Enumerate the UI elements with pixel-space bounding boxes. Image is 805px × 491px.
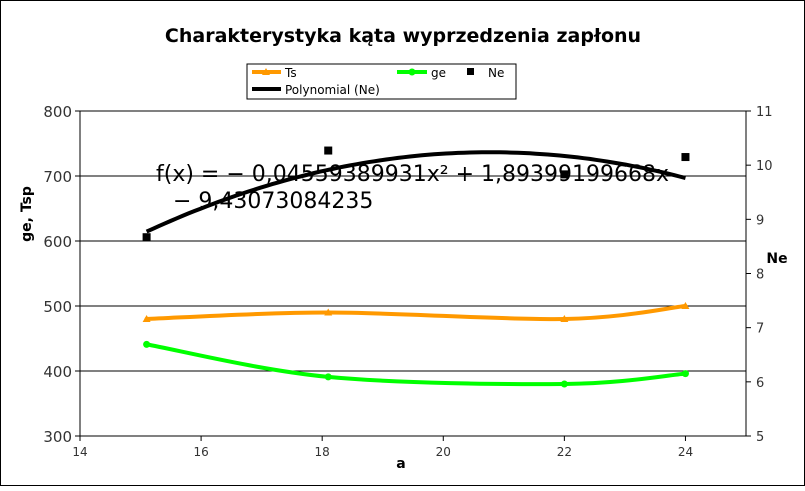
ge-point: [143, 340, 151, 348]
ne-point: [142, 233, 151, 242]
ts-point: [324, 308, 333, 316]
trendline-equation-line1: f(x) = − 0,04559389931x² + 1,89399199668…: [156, 162, 669, 187]
x-tick-label: 14: [72, 445, 87, 459]
ts-point: [681, 302, 690, 309]
trendline-equation: f(x) = − 0,04559389931x² + 1,89399199668…: [156, 162, 669, 214]
x-tick-label: 24: [678, 445, 693, 459]
legend: Ts ge Ne Polynomial (Ne): [246, 63, 517, 100]
legend-ts-marker: [262, 68, 270, 75]
chart-title: Charakterystyka kąta wyprzedzenia zapłon…: [165, 25, 641, 47]
ge-point: [324, 373, 332, 381]
y-left-tick-label: 300: [43, 428, 72, 446]
trendline-equation-line2: − 9,43073084235: [173, 189, 373, 214]
y-right-tick-label: 11: [756, 105, 773, 120]
plot-frame: [79, 110, 747, 437]
y-left-tick-label: 600: [43, 233, 72, 251]
y-left-axis-label: ge, Tsp: [19, 186, 35, 242]
x-axis-label: a: [396, 456, 405, 472]
legend-ge-label: ge: [431, 66, 446, 80]
plot-area: 14 16 18 20 22 24 300 400 500 600 700 800 5 6 7 8 9 10 11: [43, 103, 772, 459]
ne-point: [681, 153, 690, 162]
legend-trend-label: Polynomial (Ne): [285, 83, 380, 97]
y-left-tick-label: 400: [43, 363, 72, 381]
y-right-tick-label: 6: [756, 376, 764, 391]
legend-ge-marker: [408, 68, 416, 76]
ne-trendline: [145, 150, 686, 234]
legend-ne-marker: [467, 68, 474, 75]
y-right-tick-label: 7: [756, 322, 764, 337]
x-tick-label: 22: [557, 445, 572, 459]
ge-series-line: [144, 342, 688, 387]
ge-point: [560, 380, 568, 388]
y-left-tick-label: 700: [43, 168, 72, 186]
y-right-tick-label: 5: [756, 430, 764, 445]
ne-point: [324, 146, 333, 155]
y-right-tick-label: 8: [756, 268, 764, 283]
ts-point: [142, 315, 151, 322]
ge-point: [681, 370, 689, 378]
x-tick-label: 18: [315, 445, 330, 459]
y-right-tick-label: 10: [756, 159, 773, 174]
ts-point: [560, 315, 569, 322]
x-tick-label: 16: [193, 445, 208, 459]
y-right-tick-label: 9: [756, 213, 764, 228]
y-right-axis-label: Ne: [766, 251, 787, 267]
y-left-tick-label: 500: [43, 298, 72, 316]
legend-ts-label: Ts: [284, 66, 297, 80]
y-left-tick-label: 800: [43, 103, 72, 121]
ts-series-line: [144, 304, 688, 322]
legend-ne-label: Ne: [488, 66, 504, 80]
x-tick-label: 20: [436, 445, 451, 459]
ne-point: [560, 170, 569, 179]
